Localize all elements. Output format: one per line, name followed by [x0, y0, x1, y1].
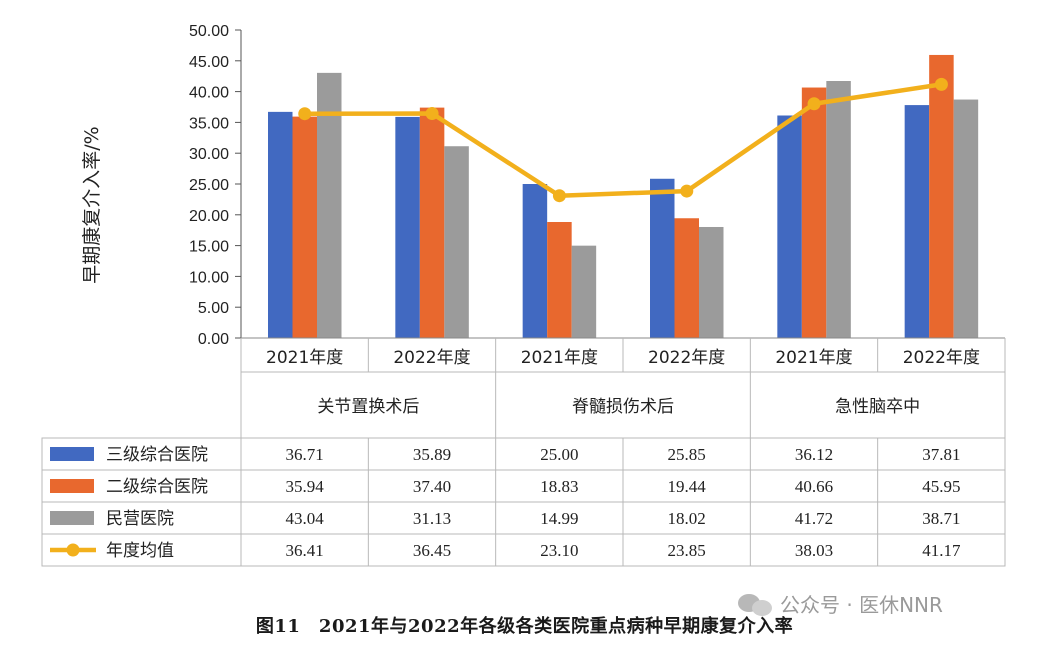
table-cell: 19.44	[668, 477, 707, 496]
average-point-3	[552, 189, 566, 203]
watermark-text: 公众号 · 医休NNR	[780, 593, 943, 617]
category-label: 2022年度	[393, 348, 470, 368]
table-cell: 25.85	[668, 445, 706, 464]
wechat-icon	[738, 592, 774, 616]
table-cell: 35.94	[286, 477, 325, 496]
table-cell: 36.45	[413, 541, 451, 560]
category-label: 2022年度	[648, 348, 725, 368]
group-label: 关节置换术后	[317, 397, 419, 417]
category-label: 2021年度	[775, 348, 852, 368]
table-cell: 18.02	[668, 509, 706, 528]
table-cell: 40.66	[795, 477, 833, 496]
table-cell: 36.71	[286, 445, 324, 464]
average-point-2	[425, 106, 439, 120]
legend-label: 二级综合医院	[106, 477, 208, 497]
average-point-6	[934, 77, 948, 91]
bar-1-4	[650, 178, 675, 338]
legend-key-2	[50, 479, 94, 493]
table-cell: 41.17	[922, 541, 961, 560]
table-cell: 41.72	[795, 509, 833, 528]
group-label: 急性脑卒中	[835, 397, 920, 417]
bar-2-1	[292, 116, 317, 339]
legend-key-1	[50, 447, 94, 461]
group-label: 脊髓损伤术后	[572, 397, 674, 417]
y-tick-label: 50.00	[189, 23, 229, 40]
average-point-5	[807, 97, 821, 111]
category-label: 2022年度	[903, 348, 980, 368]
legend-key-marker	[66, 543, 80, 557]
watermark: 公众号 · 医休NNR	[738, 589, 943, 618]
legend-label: 三级综合医院	[106, 445, 208, 465]
y-axis-label: 早期康复介入率/%	[81, 126, 103, 283]
bar-1-1	[268, 111, 293, 339]
table-cell: 43.04	[286, 509, 325, 528]
table-cell: 38.03	[795, 541, 833, 560]
bar-1-3	[522, 184, 548, 338]
table-cell: 25.00	[540, 445, 578, 464]
bar-1-2	[395, 116, 420, 338]
bar-2-2	[419, 107, 445, 338]
category-label: 2021年度	[521, 348, 598, 368]
bar-3-2	[444, 146, 469, 338]
average-point-4	[680, 184, 694, 198]
table-cell: 37.40	[413, 477, 451, 496]
average-point-1	[298, 107, 312, 121]
bar-3-3	[571, 245, 597, 338]
average-line	[304, 82, 942, 198]
table-cell: 14.99	[540, 509, 578, 528]
table-cell: 37.81	[922, 445, 960, 464]
y-tick-label: 10.00	[189, 269, 229, 286]
table-cell: 23.85	[668, 541, 706, 560]
bar-2-5	[801, 87, 827, 339]
y-tick-label: 25.00	[189, 177, 229, 194]
bar-2-6	[929, 54, 954, 338]
legend-label: 民营医院	[106, 509, 174, 529]
y-tick-label: 20.00	[189, 208, 229, 225]
bar-3-5	[826, 81, 851, 339]
y-tick-label: 15.00	[189, 239, 229, 256]
bar-3-1	[317, 72, 342, 338]
table-cell: 45.95	[922, 477, 960, 496]
y-tick-label: 40.00	[189, 85, 229, 102]
bar-2-4	[674, 218, 699, 338]
table-cell: 31.13	[413, 509, 451, 528]
y-tick-label: 45.00	[189, 54, 229, 71]
legend-label: 年度均值	[106, 541, 174, 561]
bar-1-5	[777, 115, 802, 339]
table-cell: 36.12	[795, 445, 833, 464]
table-cell: 23.10	[540, 541, 578, 560]
y-tick-label: 0.00	[198, 331, 229, 348]
y-tick-label: 35.00	[189, 115, 229, 132]
table-cell: 35.89	[413, 445, 451, 464]
category-label: 2021年度	[266, 348, 343, 368]
table-cell: 38.71	[922, 509, 960, 528]
bar-2-3	[547, 222, 572, 338]
bar-1-6	[904, 105, 930, 339]
y-tick-label: 30.00	[189, 146, 229, 163]
y-tick-label: 5.00	[198, 300, 229, 317]
bar-3-4	[699, 226, 724, 338]
figure-caption: 图11 2021年与2022年各级各类医院重点病种早期康复介入率	[255, 616, 794, 637]
table-cell: 36.41	[286, 541, 324, 560]
table-cell: 18.83	[540, 477, 578, 496]
bar-3-6	[953, 99, 979, 338]
legend-key-3	[50, 511, 94, 525]
